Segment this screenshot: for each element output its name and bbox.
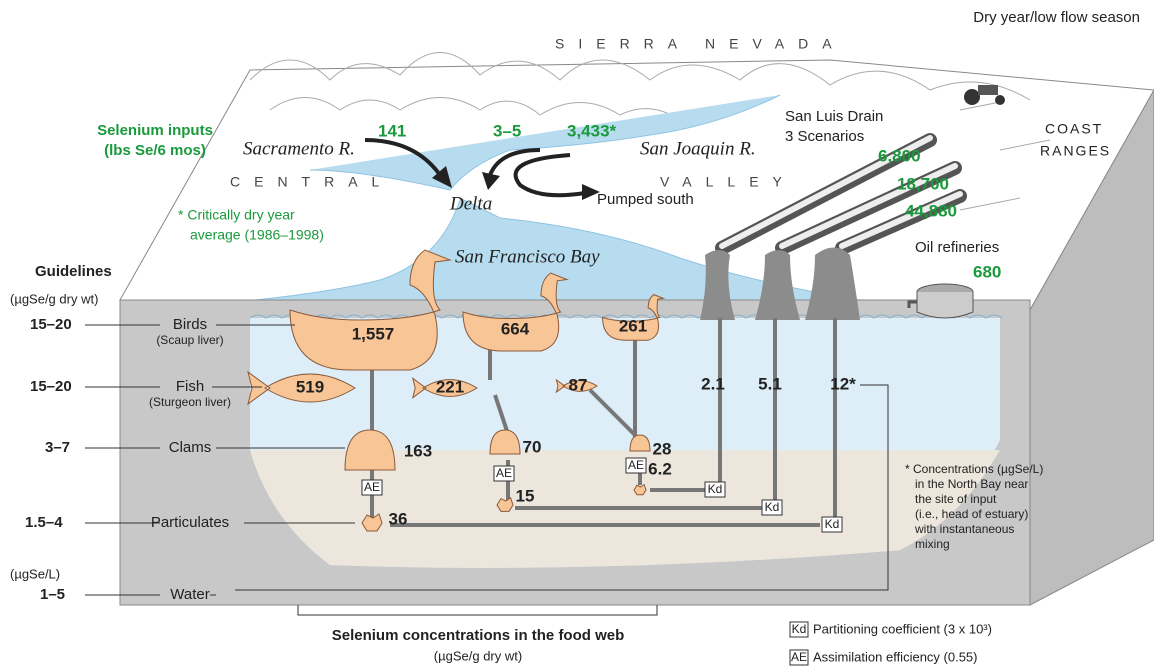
footnote: * Concentrations (µgSe/L): [905, 462, 1043, 476]
season: Dry year/low flow season: [973, 9, 1140, 26]
water-unit: (µgSe/L): [10, 566, 60, 581]
guideline-value: 1.5–4: [25, 514, 63, 531]
kd-label: Kd: [708, 482, 723, 496]
guideline-value: 15–20: [30, 378, 72, 395]
legend-key: Kd: [792, 622, 807, 636]
guideline-label: Birds: [173, 316, 207, 333]
drain-subtitle: 3 Scenarios: [785, 128, 864, 145]
food-web-value: 5.1: [758, 374, 782, 393]
kd-label: Kd: [825, 517, 840, 531]
food-web-value: 221: [436, 377, 464, 396]
region-label: COAST: [1045, 121, 1103, 137]
region-label: VALLEY: [660, 174, 796, 190]
pumped-label: Pumped south: [597, 191, 694, 208]
food-web-value: 12*: [830, 374, 856, 393]
food-web-value: 28: [653, 439, 672, 458]
tractor: [995, 95, 1005, 105]
food-web-value: 15: [516, 486, 535, 505]
mountain-label: SIERRA: [555, 36, 691, 52]
mountain-label: NEVADA: [705, 36, 846, 52]
ae-label: AE: [364, 480, 380, 494]
guideline-label: Water: [170, 586, 209, 603]
food-web-value: 70: [523, 437, 542, 456]
guideline-value: 1–5: [40, 586, 65, 603]
diagram: AE AE AE Kd Kd Kd 1,557 664 261 519 221 87 163 70 28 36…: [0, 0, 1154, 668]
inputs-title: Selenium inputs: [97, 122, 213, 139]
plumes: [700, 248, 860, 321]
scenario-value: 44,880: [905, 201, 957, 220]
input-value: 3,433*: [567, 121, 617, 140]
guideline-label: Clams: [169, 439, 212, 456]
inputs-note: average (1986–1998): [190, 227, 324, 243]
bracket: [298, 605, 657, 615]
bay-label: San Francisco Bay: [455, 246, 600, 267]
scenario-value: 6,800: [878, 146, 921, 165]
guideline-label: Particulates: [151, 514, 229, 531]
food-web-value: 2.1: [701, 374, 725, 393]
guideline-sub: (Scaup liver): [156, 333, 223, 347]
guideline-label: Fish: [176, 378, 204, 395]
guidelines-title: Guidelines: [35, 263, 112, 280]
food-web-value: 6.2: [648, 459, 672, 478]
input-value: 141: [378, 121, 406, 140]
scenario-value: 18,700: [897, 174, 949, 193]
inputs-unit: (lbs Se/6 mos): [104, 142, 206, 159]
drain-title: San Luis Drain: [785, 108, 883, 125]
kd-label: Kd: [765, 500, 780, 514]
food-web-value: 261: [619, 316, 647, 335]
legend-key: AE: [791, 650, 807, 664]
region-label: RANGES: [1040, 143, 1111, 159]
region-label: CENTRAL: [230, 174, 393, 190]
input-value: 3–5: [493, 121, 521, 140]
refineries-label: Oil refineries: [915, 239, 999, 256]
footnote: the site of input: [915, 492, 997, 506]
river-label: Sacramento R.: [243, 138, 355, 159]
footnote: mixing: [915, 537, 950, 551]
ae-label: AE: [628, 458, 644, 472]
footnote: (i.e., head of estuary): [915, 507, 1028, 521]
footnote: with instantaneous: [914, 522, 1014, 536]
delta-label: Delta: [449, 193, 492, 214]
legend-text: Partitioning coefficient (3 x 10³): [813, 621, 992, 636]
guideline-value: 15–20: [30, 316, 72, 333]
food-web-value: 1,557: [352, 324, 395, 343]
food-web-value: 163: [404, 441, 432, 460]
food-web-value: 664: [501, 319, 530, 338]
tractor: [964, 89, 980, 105]
refineries-value: 680: [973, 262, 1001, 281]
river-label: San Joaquin R.: [640, 138, 756, 159]
caption: Selenium concentrations in the food web: [332, 627, 625, 644]
guideline-value: 3–7: [45, 439, 70, 456]
guideline-sub: (Sturgeon liver): [149, 395, 231, 409]
tank: [917, 292, 973, 318]
footnote: in the North Bay near: [915, 477, 1028, 491]
inputs-note: * Critically dry year: [178, 207, 295, 223]
ae-label: AE: [496, 466, 512, 480]
tractor: [978, 85, 998, 95]
food-web-value: 87: [569, 375, 588, 394]
legend-text: Assimilation efficiency (0.55): [813, 649, 978, 664]
food-web-value: 36: [389, 509, 408, 528]
caption-unit: (µgSe/g dry wt): [434, 648, 522, 663]
guidelines-unit: (µgSe/g dry wt): [10, 291, 98, 306]
food-web-value: 519: [296, 377, 324, 396]
